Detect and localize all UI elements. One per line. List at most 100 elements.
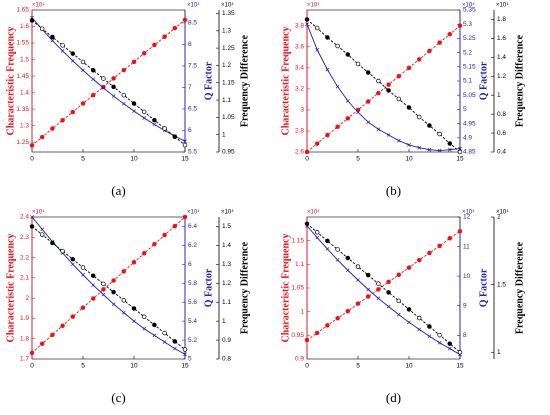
marker [314,230,320,235]
marker [50,126,55,131]
y-tick-label: 3 [300,107,304,114]
y2-multiplier: ×10⁴ [462,2,475,9]
marker [396,298,402,304]
marker [101,86,106,90]
marker [427,324,432,329]
y2-multiplier: ×10⁴ [187,209,200,216]
y-tick-label: 1.25 [16,139,29,146]
marker [183,139,187,144]
y3-tick-label: 1.4 [497,54,506,61]
y2-tick-label: 5.2 [188,337,197,344]
y-tick-label: 1.55 [16,40,29,47]
marker [386,88,391,93]
y2-multiplier: ×10⁴ [462,209,475,216]
series-line [306,230,461,341]
y3-tick-label: 1.1 [222,97,231,104]
marker [406,265,412,270]
x-tick-label: 5 [81,156,85,163]
marker [376,287,381,292]
marker [417,327,422,332]
panel-label: (a) [111,183,125,198]
y2-tick-label: 4.9 [463,135,472,142]
y3-tick-label: 1.8 [497,16,506,23]
y2-axis-label: Q Factor [203,61,214,100]
y2-tick-label: 6.5 [188,106,197,113]
series-line [306,19,461,153]
y-tick-label: 2.2 [20,254,29,261]
y3-tick-label: 1.35 [222,10,235,17]
marker [90,92,96,98]
marker [305,22,309,27]
marker [365,99,371,104]
marker [39,232,45,237]
marker [427,334,432,339]
plot-area [31,9,186,153]
marker [111,76,116,81]
marker [39,26,45,31]
y2-tick-label: 5.05 [463,92,476,99]
marker [335,84,340,89]
marker [60,323,65,328]
marker [335,124,340,130]
marker [325,132,330,138]
marker [376,78,381,84]
y3-tick-label: 1.3 [222,27,231,34]
marker [152,122,157,127]
marker [70,58,75,63]
y-multiplier: ×10⁴ [307,2,320,9]
marker [30,215,34,219]
y-tick-label: 1.3 [20,122,29,129]
y3-tick-label: 1.2 [222,280,231,287]
series-line [31,20,186,146]
x-tick-label: 0 [305,363,309,370]
marker [427,250,432,256]
marker [131,101,137,106]
marker [396,74,402,79]
marker [304,17,310,22]
y2-tick-label: 5.3 [463,21,472,28]
marker [447,341,453,346]
marker [447,141,453,146]
y3-multiplier: ×10⁴ [221,2,234,9]
y-tick-label: 1.1 [295,261,304,268]
marker [142,326,147,331]
marker [314,330,320,336]
x-tick-label: 0 [30,363,34,370]
marker [386,304,391,309]
marker [366,287,371,292]
y3-tick-label: 1 [497,92,501,99]
marker [162,330,167,336]
y2-tick-label: 5.6 [188,299,197,306]
marker [70,314,76,319]
marker [325,323,330,328]
y-axis-label: Characteristic Frequency [5,27,16,136]
y2-tick-label: 8 [188,41,192,48]
series-line [31,226,186,350]
marker [81,272,85,277]
y2-tick-label: 6.2 [188,242,197,249]
marker [141,109,147,115]
marker [355,61,361,67]
y2-tick-label: 5.5 [188,149,197,156]
y2-axis-label: Q Factor [478,61,489,100]
marker [356,278,360,282]
y2-tick-label: 9 [463,302,467,309]
marker [91,77,96,82]
marker [162,340,167,344]
marker [345,255,351,261]
marker [376,127,381,132]
y-tick-label: 1.6 [20,23,29,30]
marker [131,306,137,311]
marker [355,264,361,269]
series-line [31,216,186,354]
marker [50,38,55,43]
marker [101,76,106,81]
y2-tick-label: 5.2 [463,49,472,56]
series-line [31,19,186,146]
marker [335,316,340,321]
marker [172,25,178,31]
marker [121,269,127,274]
marker [29,143,35,148]
y-tick-label: 3.6 [295,44,304,51]
y2-tick-label: 5 [463,106,467,113]
